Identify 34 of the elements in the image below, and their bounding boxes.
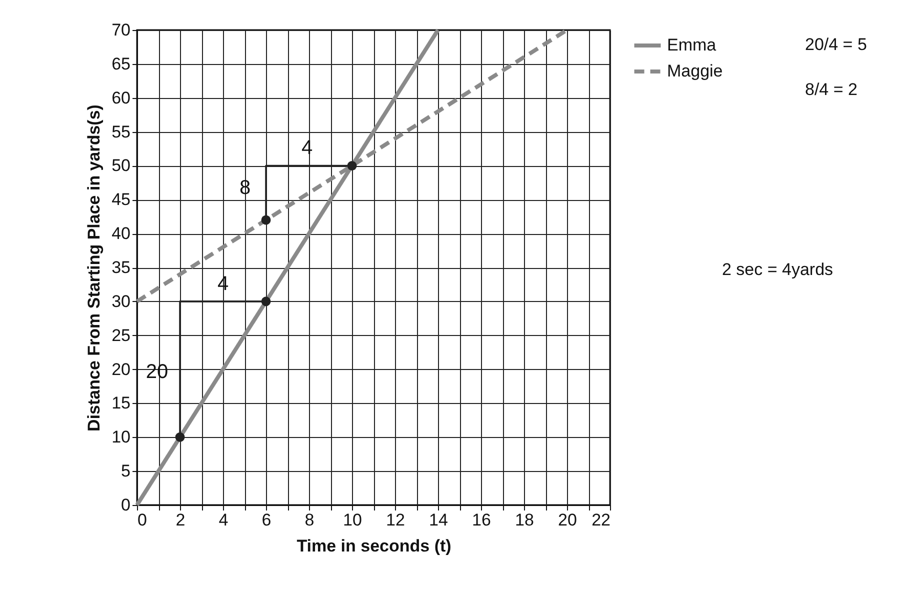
x-tick-label: 6 — [262, 510, 272, 530]
x-tick-label: 12 — [386, 510, 405, 530]
y-tick-label: 0 — [121, 496, 130, 514]
text: 20/4 = 5 — [805, 35, 867, 54]
y-tick-label: 60 — [112, 88, 130, 108]
x-tick-label: 14 — [429, 510, 448, 530]
y-tick-label: 30 — [112, 292, 130, 311]
y-tick-label: 10 — [112, 428, 130, 447]
x-tick-label: 0 — [138, 510, 147, 530]
text: 8/4 = 2 — [805, 80, 858, 99]
x-tick-label: 2 — [176, 510, 186, 530]
y-tick-label: 65 — [112, 54, 130, 74]
y-tick-label: 35 — [112, 258, 130, 277]
y-tick-label: 70 — [112, 20, 130, 40]
y-tick-label: 5 — [121, 462, 130, 481]
y-tick-label: 55 — [112, 122, 130, 142]
legend-label: Maggie — [667, 62, 723, 80]
y-tick-label: 25 — [112, 326, 130, 345]
y-axis-title: Distance From Starting Place in yards(s) — [84, 104, 104, 432]
y-tick-label: 45 — [112, 190, 130, 210]
x-tick-label: 16 — [472, 510, 491, 530]
y-tick-label: 15 — [112, 394, 130, 413]
x-tick-label: 20 — [558, 510, 577, 530]
x-tick-label: 10 — [343, 510, 362, 530]
legend-label: Emma — [667, 36, 717, 54]
x-tick-label: 8 — [304, 510, 314, 530]
x-tick-label: 22 — [592, 510, 610, 530]
x-axis-title: Time in seconds (t) — [296, 536, 452, 556]
x-tick-label: 4 — [218, 510, 228, 530]
y-tick-label: 20 — [112, 360, 130, 379]
y-tick-label: 50 — [112, 156, 130, 176]
text: 2 sec = 4yards — [722, 260, 834, 279]
y-tick-label: 40 — [112, 224, 130, 244]
x-tick-label: 18 — [515, 510, 534, 530]
